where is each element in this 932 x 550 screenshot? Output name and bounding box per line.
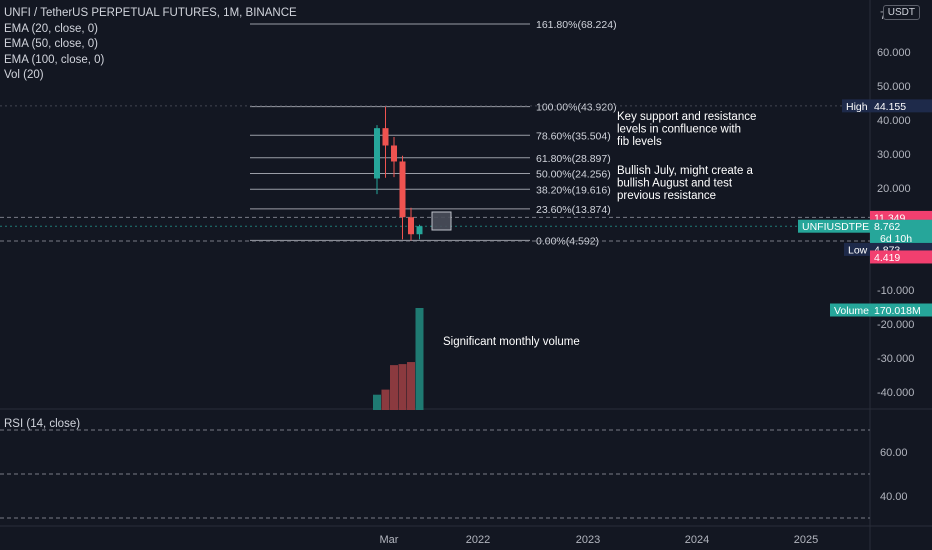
candle-body	[391, 145, 397, 162]
price-tick-label: 50.000	[877, 81, 911, 93]
annotations: Key support and resistance levels in conf…	[443, 111, 756, 348]
volume-bars	[373, 308, 424, 410]
time-tick-label: Mar	[380, 534, 399, 546]
volume-bar	[381, 389, 390, 410]
support-tag-value-bg	[870, 250, 932, 264]
fib-level-label: 78.60%(35.504)	[536, 130, 611, 142]
time-tick-label: 2023	[576, 534, 600, 546]
price-tick-label: 30.000	[877, 149, 911, 161]
high-tag: High 44.155	[842, 99, 932, 113]
countdown-value: 6d 10h	[880, 233, 912, 245]
ema-20-indicator[interactable]: EMA (20, close, 0)	[4, 22, 98, 35]
ema-50-indicator[interactable]: EMA (50, close, 0)	[4, 38, 98, 50]
note-bullish-july: Bullish July, might create a bullish Augu…	[617, 165, 754, 202]
volume-bar	[390, 365, 398, 410]
countdown-bg	[870, 231, 932, 245]
low-tag-label-bg	[844, 242, 870, 256]
time-tick-label: 2022	[466, 534, 490, 546]
price-tick-label: 40.000	[877, 115, 911, 127]
projection-box	[431, 211, 452, 231]
ema-100-indicator[interactable]: EMA (100, close, 0)	[4, 53, 105, 66]
low-tag-label: Low	[848, 244, 868, 256]
candlesticks	[374, 106, 452, 241]
chart-title[interactable]: UNFI / TetherUS PERPETUAL FUTURES, 1M, B…	[4, 7, 297, 19]
time-axis: Mar 2022 2023 2024 2025	[380, 534, 819, 546]
price-axis: 760.00050.00040.00030.00020.000-10.000-2…	[877, 10, 914, 399]
high-tag-value: 44.155	[874, 101, 906, 113]
volume-indicator[interactable]: Vol (20)	[4, 69, 44, 81]
last-price-tag-value-bg	[870, 219, 932, 233]
price-tick-label: -40.000	[877, 387, 914, 399]
candle-body	[416, 226, 423, 235]
last-price-tag-label-bg	[798, 219, 870, 233]
currency-button[interactable]: USDT	[882, 5, 920, 20]
support-tag-value: 4.419	[874, 252, 900, 264]
rsi-pane: 60.00 40.00	[0, 429, 908, 519]
support-tag: 4.419	[870, 250, 932, 264]
volume-tag-value: 170.018M	[874, 305, 921, 317]
candle-body	[408, 217, 414, 235]
fib-level-label: 23.60%(13.874)	[536, 204, 611, 216]
price-tick-label: -10.000	[877, 285, 914, 297]
price-tick-label: 60.000	[877, 47, 911, 59]
volume-tag: Volume 170.018M	[830, 303, 932, 317]
volume-bar	[407, 362, 415, 410]
high-tag-label: High	[846, 101, 868, 113]
time-tick-label: 2024	[685, 534, 709, 546]
volume-bar	[415, 308, 424, 410]
price-tick-label: 20.000	[877, 183, 911, 195]
fib-level-label: 61.80%(28.897)	[536, 153, 611, 165]
fib-level-label: 100.00%(43.920)	[536, 102, 617, 114]
chart-legend: UNFI / TetherUS PERPETUAL FUTURES, 1M, B…	[4, 6, 297, 84]
rsi-tick-label: 60.00	[880, 447, 908, 459]
volume-tag-label-bg	[830, 303, 870, 317]
fib-level-label: 161.80%(68.224)	[536, 19, 617, 31]
price-tick-label: -20.000	[877, 319, 914, 331]
rsi-indicator-label[interactable]: RSI (14, close)	[4, 418, 81, 430]
last-price-tag-label: UNFIUSDTPERP	[802, 221, 884, 233]
fib-level-label: 38.20%(19.616)	[536, 184, 611, 196]
volume-tag-label: Volume	[834, 305, 869, 317]
volume-bar	[373, 394, 381, 410]
note-support-resistance: Key support and resistance levels in conf…	[617, 111, 756, 148]
time-tick-label: 2025	[794, 534, 818, 546]
volume-bar	[398, 364, 407, 410]
candle-body	[374, 128, 380, 179]
high-tag-value-bg	[870, 99, 932, 113]
rsi-tick-label: 40.00	[880, 491, 908, 503]
note-monthly-volume: Significant monthly volume	[443, 336, 580, 348]
last-price-tag-value: 8.762	[874, 221, 900, 233]
fib-level-label: 50.00%(24.256)	[536, 169, 611, 181]
price-tick-label: -30.000	[877, 353, 914, 365]
candle-body	[382, 128, 389, 146]
high-tag-label-bg	[842, 99, 870, 113]
candle-body	[399, 161, 406, 218]
volume-tag-value-bg	[870, 303, 932, 317]
